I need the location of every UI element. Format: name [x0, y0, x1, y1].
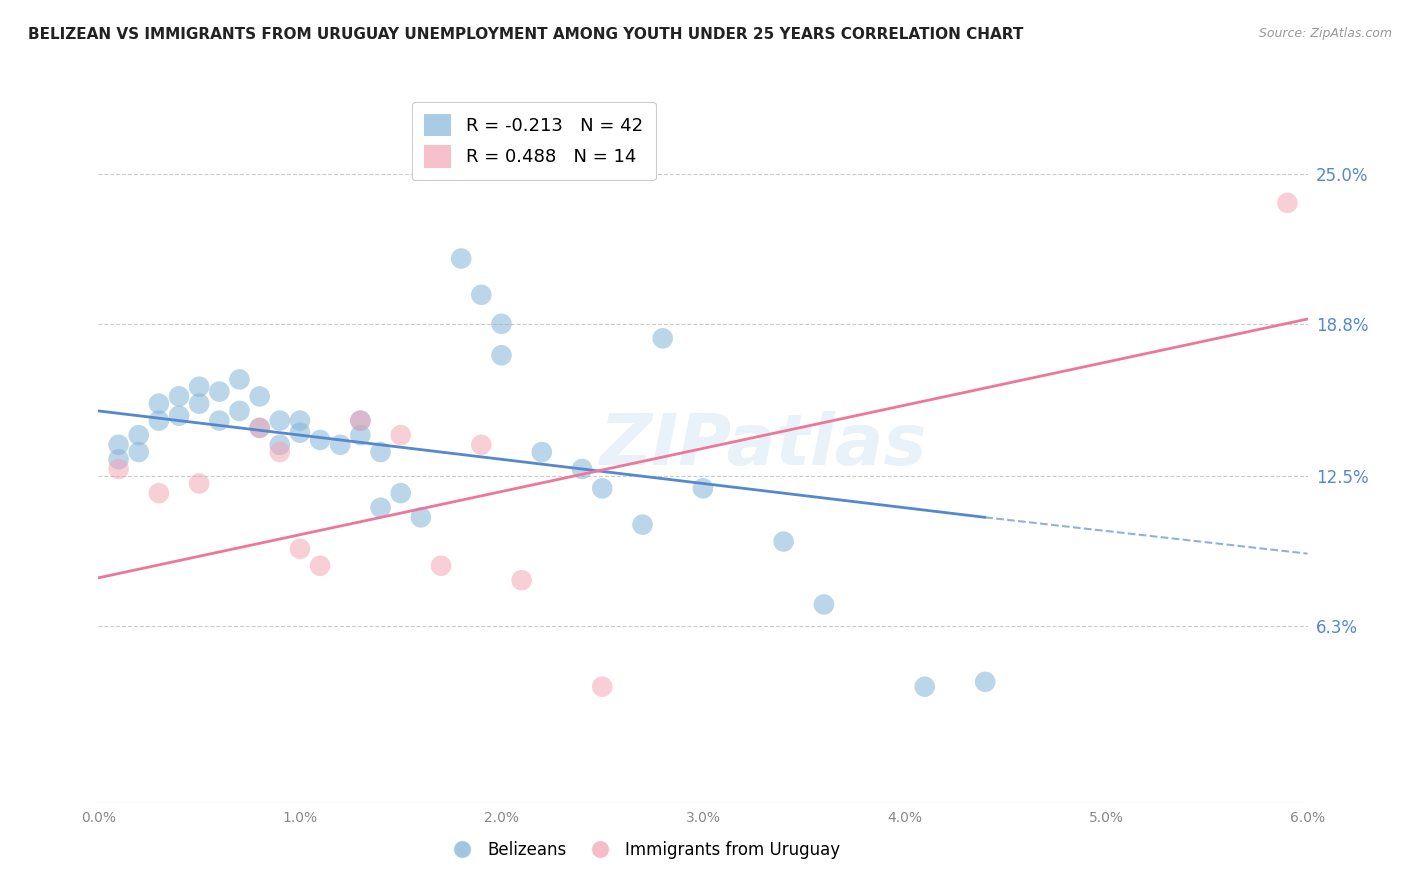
Point: [974, 674, 997, 689]
Point: [491, 317, 513, 331]
Text: Source: ZipAtlas.com: Source: ZipAtlas.com: [1258, 27, 1392, 40]
Point: [309, 433, 332, 447]
Point: [430, 558, 453, 573]
Point: [914, 680, 936, 694]
Point: [450, 252, 472, 266]
Point: [470, 288, 492, 302]
Point: [269, 414, 291, 428]
Point: [107, 462, 129, 476]
Point: [1277, 195, 1299, 210]
Point: [692, 481, 714, 495]
Point: [288, 541, 311, 556]
Point: [389, 486, 412, 500]
Point: [128, 428, 150, 442]
Point: [530, 445, 553, 459]
Point: [491, 348, 513, 362]
Point: [269, 445, 291, 459]
Point: [349, 414, 371, 428]
Point: [128, 445, 150, 459]
Point: [188, 476, 211, 491]
Point: [107, 438, 129, 452]
Point: [167, 409, 190, 423]
Point: [269, 438, 291, 452]
Point: [772, 534, 794, 549]
Point: [249, 421, 271, 435]
Point: [188, 397, 211, 411]
Point: [228, 404, 250, 418]
Point: [309, 558, 332, 573]
Point: [591, 680, 613, 694]
Point: [631, 517, 654, 532]
Point: [288, 425, 311, 440]
Point: [107, 452, 129, 467]
Point: [409, 510, 432, 524]
Point: [288, 414, 311, 428]
Point: [148, 414, 170, 428]
Point: [188, 380, 211, 394]
Point: [228, 372, 250, 386]
Point: [470, 438, 492, 452]
Point: [349, 428, 371, 442]
Text: ZIPatlas: ZIPatlas: [600, 411, 927, 481]
Point: [591, 481, 613, 495]
Text: BELIZEAN VS IMMIGRANTS FROM URUGUAY UNEMPLOYMENT AMONG YOUTH UNDER 25 YEARS CORR: BELIZEAN VS IMMIGRANTS FROM URUGUAY UNEM…: [28, 27, 1024, 42]
Point: [370, 500, 392, 515]
Point: [249, 389, 271, 403]
Point: [389, 428, 412, 442]
Point: [571, 462, 593, 476]
Point: [370, 445, 392, 459]
Point: [148, 397, 170, 411]
Point: [813, 598, 835, 612]
Point: [349, 414, 371, 428]
Point: [651, 331, 673, 345]
Point: [208, 384, 231, 399]
Point: [510, 574, 533, 588]
Point: [329, 438, 352, 452]
Point: [148, 486, 170, 500]
Legend: Belizeans, Immigrants from Uruguay: Belizeans, Immigrants from Uruguay: [439, 835, 846, 866]
Point: [167, 389, 190, 403]
Point: [249, 421, 271, 435]
Point: [208, 414, 231, 428]
